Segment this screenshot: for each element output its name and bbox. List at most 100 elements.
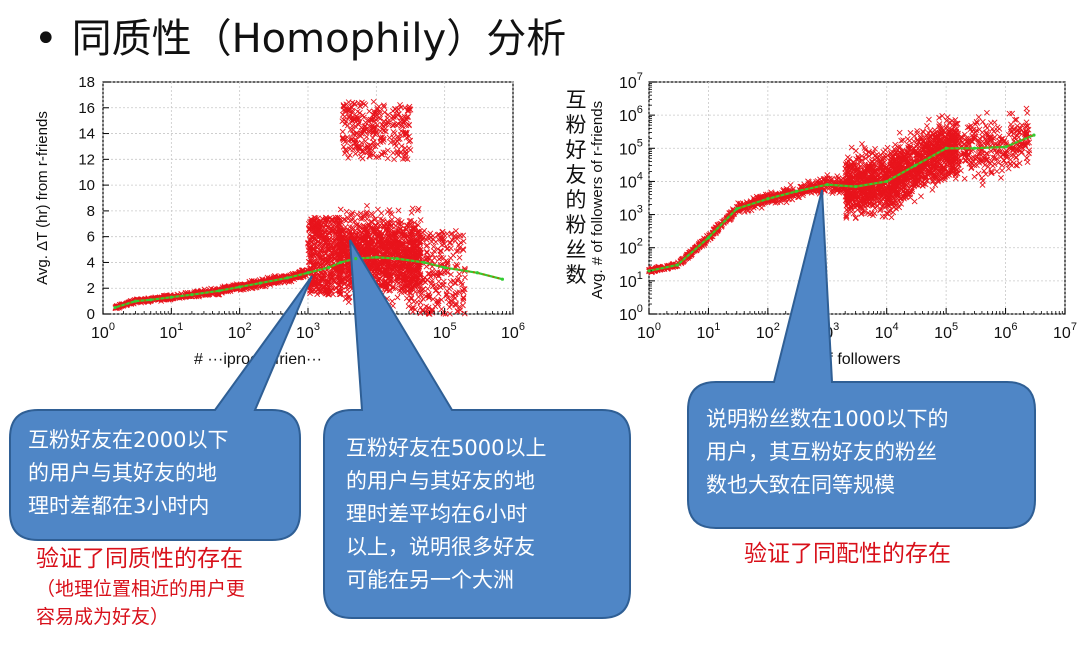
left-scatter-point — [379, 217, 386, 223]
left-scatter-point — [393, 241, 400, 248]
left-x-tick-label: 106 — [501, 321, 525, 342]
left-scatter-point — [337, 254, 344, 260]
left-scatter-point — [365, 239, 372, 246]
left-scatter-point — [312, 228, 319, 235]
left-scatter-point — [387, 139, 394, 146]
left-scatter-point — [337, 206, 344, 213]
left-scatter-point — [386, 250, 393, 257]
left-scatter-point — [385, 111, 392, 118]
left-scatter-point — [323, 243, 330, 250]
left-scatter-point — [363, 133, 370, 140]
left-scatter-point — [401, 246, 408, 253]
left-scatter-point — [340, 216, 347, 223]
left-scatter-point — [307, 242, 314, 249]
left-scatter-point — [384, 268, 391, 275]
left-scatter-point — [408, 294, 415, 301]
left-scatter-point — [392, 105, 398, 112]
left-scatter-point — [402, 279, 409, 286]
left-scatter-point — [411, 219, 418, 226]
left-scatter-point — [404, 275, 411, 282]
left-scatter-point — [344, 214, 351, 221]
right-scatter-point — [944, 114, 951, 121]
left-scatter-point — [337, 253, 344, 260]
left-scatter-point — [394, 273, 401, 280]
left-scatter-point — [306, 259, 313, 266]
left-scatter-point — [393, 143, 400, 149]
left-scatter-point — [398, 289, 405, 296]
left-scatter-point — [331, 238, 338, 245]
left-y-tick-label: 6 — [87, 229, 95, 246]
left-scatter-point — [384, 243, 390, 250]
left-scatter-point — [366, 108, 373, 115]
left-scatter-point — [315, 222, 321, 229]
left-scatter-point — [325, 283, 332, 290]
left-scatter-point — [324, 224, 331, 231]
left-scatter-point — [432, 239, 439, 245]
left-scatter-point — [380, 123, 386, 130]
left-x-tick-label: 101 — [159, 321, 183, 342]
left-scatter-point — [421, 227, 428, 234]
left-scatter-point — [357, 210, 364, 217]
left-scatter-point — [351, 235, 358, 242]
left-scatter-point — [456, 271, 463, 277]
left-scatter-point — [386, 207, 393, 214]
left-scatter-point — [407, 230, 414, 237]
left-scatter-point — [381, 104, 388, 110]
left-scatter-point — [404, 222, 411, 229]
left-scatter-point — [375, 240, 382, 247]
left-scatter-point — [397, 221, 404, 227]
left-scatter-point — [398, 284, 405, 291]
left-scatter-point — [317, 243, 324, 250]
left-scatter-point — [201, 286, 208, 293]
title-bullet: • — [34, 16, 58, 62]
left-y-tick-label: 18 — [78, 74, 95, 91]
left-scatter-point — [402, 150, 409, 157]
left-scatter-point — [343, 283, 350, 290]
left-scatter-point — [370, 257, 376, 264]
left-scatter-point — [400, 227, 407, 234]
left-scatter-point — [395, 227, 402, 233]
left-scatter-point — [392, 241, 398, 248]
left-scatter-point — [338, 283, 345, 290]
left-scatter-point — [322, 257, 329, 264]
left-scatter-point — [391, 265, 398, 272]
left-scatter-point — [408, 209, 415, 216]
left-scatter-point — [398, 122, 405, 129]
left-scatter-point — [424, 285, 431, 292]
left-scatter-point — [357, 153, 364, 160]
left-y-tick-label: 10 — [78, 177, 95, 194]
left-scatter-point — [408, 251, 415, 258]
left-y-axis-label: Avg. ΔT (hr) from r-friends — [34, 111, 51, 285]
left-scatter-point — [370, 98, 377, 105]
left-scatter-point — [333, 218, 340, 225]
left-scatter-point — [340, 244, 347, 250]
left-scatter-point — [362, 102, 369, 109]
slide-title: • 同质性（Homophily）分析 — [34, 6, 566, 64]
left-scatter-point — [370, 151, 377, 158]
left-scatter-point — [341, 280, 348, 287]
left-scatter-point — [404, 287, 411, 294]
left-scatter-point — [370, 249, 377, 256]
left-scatter-point — [400, 277, 407, 284]
left-scatter-point — [358, 234, 365, 241]
left-scatter-point — [352, 218, 359, 224]
left-scatter-point — [366, 260, 372, 267]
left-scatter-point — [322, 217, 329, 224]
left-scatter-point — [446, 304, 453, 311]
left-x-tick-label: 102 — [228, 321, 252, 342]
left-scatter-point — [246, 278, 253, 285]
left-scatter-point — [439, 229, 446, 236]
left-scatter-point — [318, 276, 325, 282]
left-scatter-point — [356, 228, 363, 235]
left-scatter-point — [403, 225, 410, 232]
left-scatter-point — [328, 273, 335, 280]
left-scatter-point — [398, 143, 405, 150]
left-scatter-point — [308, 216, 315, 223]
left-scatter-point — [415, 222, 422, 228]
right-scatter-point — [853, 147, 859, 154]
right-scatter-point — [907, 129, 914, 136]
left-scatter-point — [394, 294, 401, 301]
left-scatter-point — [344, 270, 351, 276]
